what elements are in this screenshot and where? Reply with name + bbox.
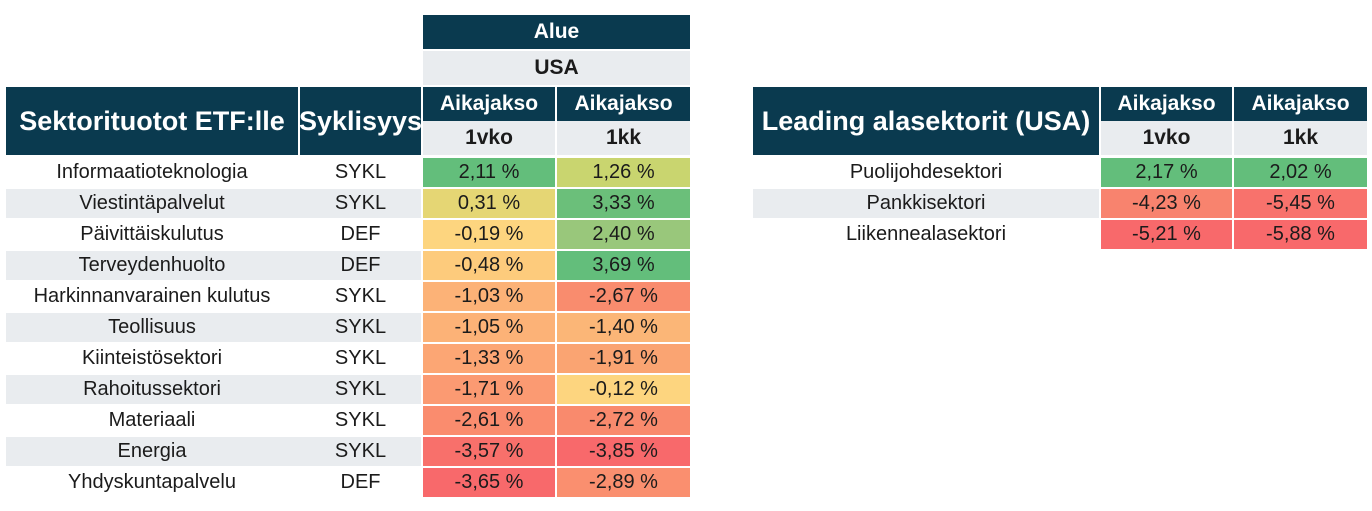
return-week: -1,05 % <box>423 313 555 342</box>
return-week: -3,65 % <box>423 468 555 497</box>
return-month: -0,12 % <box>557 375 690 404</box>
cyclicality-value: SYKL <box>334 347 387 369</box>
return-month: -3,85 % <box>557 437 690 466</box>
return-week: -1,33 % <box>423 344 555 373</box>
sector-name: Kiinteistösektori <box>81 347 223 369</box>
return-month: 3,69 % <box>557 251 690 280</box>
cyclicality-value: SYKL <box>334 285 387 307</box>
sector-name: Viestintäpalvelut <box>79 192 225 214</box>
return-month: -1,91 % <box>557 344 690 373</box>
region-group-header: Alue <box>423 15 690 49</box>
subsector-table-title: Leading alasektorit (USA) <box>753 87 1099 155</box>
sector-table-title: Sektorituotot ETF:lle <box>6 87 298 155</box>
subsector-name: Liikennealasektori <box>845 223 1007 245</box>
region-label: USA <box>423 51 690 85</box>
return-week: -1,71 % <box>423 375 555 404</box>
sub-return-week: -4,23 % <box>1101 189 1232 218</box>
period-label-month: 1kk <box>557 121 690 155</box>
return-month: 3,33 % <box>557 189 690 218</box>
return-month: -2,89 % <box>557 468 690 497</box>
return-month: -1,40 % <box>557 313 690 342</box>
sub-return-week: -5,21 % <box>1101 220 1232 249</box>
period-header-week: Aikajakso <box>423 87 555 121</box>
table-row <box>6 189 421 218</box>
table-row <box>6 375 421 404</box>
return-week: 0,31 % <box>423 189 555 218</box>
sector-name: Rahoitussektori <box>83 378 221 400</box>
subsector-name: Pankkisektori <box>866 192 986 214</box>
return-month: -2,72 % <box>557 406 690 435</box>
period-label-week: 1vko <box>423 121 555 155</box>
cyclicality-value: DEF <box>340 254 381 276</box>
return-week: 2,11 % <box>423 158 555 187</box>
return-week: -0,19 % <box>423 220 555 249</box>
cyclicality-value: SYKL <box>334 378 387 400</box>
table-row <box>6 437 421 466</box>
sector-name: Teollisuus <box>108 316 196 338</box>
sector-name: Terveydenhuolto <box>78 254 226 276</box>
return-month: -2,67 % <box>557 282 690 311</box>
sub-return-week: 2,17 % <box>1101 158 1232 187</box>
sub-period-label-week: 1vko <box>1101 121 1232 155</box>
return-week: -2,61 % <box>423 406 555 435</box>
sub-period-label-month: 1kk <box>1234 121 1367 155</box>
sector-name: Harkinnanvarainen kulutus <box>33 285 271 307</box>
cyclicality-value: DEF <box>340 471 381 493</box>
table-row <box>6 251 421 280</box>
return-week: -0,48 % <box>423 251 555 280</box>
return-week: -1,03 % <box>423 282 555 311</box>
return-month: 1,26 % <box>557 158 690 187</box>
table-row <box>6 313 421 342</box>
cyclicality-value: SYKL <box>334 161 387 183</box>
sub-period-header-week: Aikajakso <box>1101 87 1232 121</box>
sub-period-header-month: Aikajakso <box>1234 87 1367 121</box>
cyclicality-value: SYKL <box>334 440 387 462</box>
sub-return-month: 2,02 % <box>1234 158 1367 187</box>
sub-return-month: -5,45 % <box>1234 189 1367 218</box>
period-header-month: Aikajakso <box>557 87 690 121</box>
cyclicality-value: DEF <box>340 223 381 245</box>
sector-name: Informaatioteknologia <box>56 161 248 183</box>
cyclicality-header: Syklisyys <box>299 87 422 155</box>
cyclicality-value: SYKL <box>334 192 387 214</box>
return-week: -3,57 % <box>423 437 555 466</box>
subsector-name: Puolijohdesektori <box>849 161 1003 183</box>
return-month: 2,40 % <box>557 220 690 249</box>
table-row <box>753 189 1099 218</box>
sector-name: Yhdyskuntapalvelu <box>68 471 236 493</box>
sector-name: Energia <box>117 440 187 462</box>
sector-name: Päivittäiskulutus <box>80 223 224 245</box>
sub-return-month: -5,88 % <box>1234 220 1367 249</box>
cyclicality-value: SYKL <box>334 316 387 338</box>
sector-name: Materiaali <box>108 409 196 431</box>
cyclicality-value: SYKL <box>334 409 387 431</box>
